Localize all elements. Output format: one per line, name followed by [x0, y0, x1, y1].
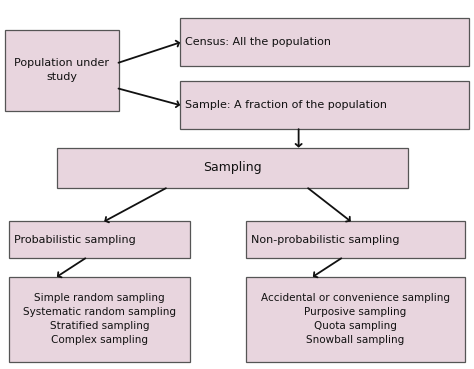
- Text: Non-probabilistic sampling: Non-probabilistic sampling: [251, 235, 400, 245]
- Text: Population under
study: Population under study: [14, 58, 109, 82]
- FancyBboxPatch shape: [5, 30, 118, 111]
- FancyBboxPatch shape: [180, 81, 469, 129]
- Text: Accidental or convenience sampling
Purposive sampling
Quota sampling
Snowball sa: Accidental or convenience sampling Purpo…: [261, 293, 450, 345]
- FancyBboxPatch shape: [246, 221, 465, 258]
- FancyBboxPatch shape: [9, 277, 190, 362]
- FancyBboxPatch shape: [180, 18, 469, 66]
- FancyBboxPatch shape: [57, 148, 408, 188]
- Text: Simple random sampling
Systematic random sampling
Stratified sampling
Complex sa: Simple random sampling Systematic random…: [23, 293, 176, 345]
- Text: Census: All the population: Census: All the population: [185, 37, 331, 48]
- Text: Probabilistic sampling: Probabilistic sampling: [14, 235, 136, 245]
- Text: Sample: A fraction of the population: Sample: A fraction of the population: [185, 100, 387, 110]
- FancyBboxPatch shape: [9, 221, 190, 258]
- Text: Sampling: Sampling: [203, 161, 262, 175]
- FancyBboxPatch shape: [246, 277, 465, 362]
